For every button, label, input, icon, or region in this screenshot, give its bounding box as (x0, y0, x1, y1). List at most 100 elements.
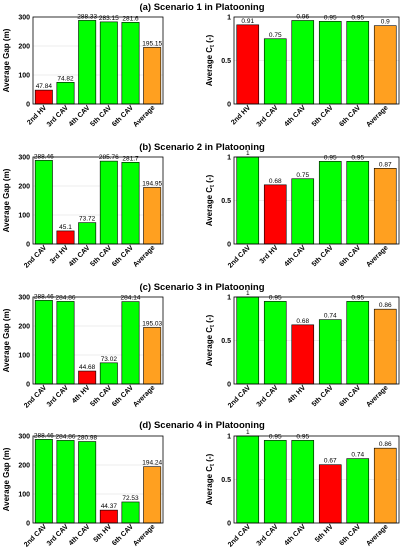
bar-4th-cav (78, 20, 97, 105)
scenario-title: (c) Scenario 3 in Platooning (139, 282, 264, 293)
plot-area (33, 157, 163, 244)
category-label: Average (132, 244, 156, 268)
data-label: 0.74 (324, 313, 337, 320)
bar-5th-hv (99, 509, 118, 524)
y-axis-label: Average Ct (-) (205, 174, 216, 226)
bar-2nd-cav (236, 435, 260, 524)
bar-4th-cav (291, 20, 315, 105)
category-label: 5th HV (93, 523, 114, 544)
y-tick-label: 1 (227, 155, 231, 162)
scenario-4-panel: (d) Scenario 4 in Platooning 0 100 200 300 28… (2, 420, 400, 549)
data-label: 0.95 (351, 14, 364, 21)
category-label: 4th CAV (283, 104, 307, 128)
bar-5th-cav (318, 21, 342, 105)
axes-frame (233, 296, 400, 385)
y-tick-label: 0 (227, 382, 231, 389)
y-tick-label: 0 (26, 382, 30, 389)
y-axis-label: Average Ct (-) (205, 453, 216, 505)
y-axis-label-main: Average C (205, 47, 214, 87)
scenario-title: (a) Scenario 1 in Platooning (139, 2, 264, 13)
bar-average (373, 25, 397, 105)
bar-6th-cav (121, 501, 140, 524)
y-axis-label: Average Ct (-) (205, 34, 216, 86)
y-axis-label-unit: (-) (205, 34, 214, 45)
bar-2nd-cav (236, 296, 260, 385)
category-label: 5th HV (314, 523, 335, 544)
y-tick-label: 1 (227, 434, 231, 441)
category-label: 6th CAV (338, 384, 362, 408)
category-label: 5th CAV (89, 104, 113, 128)
data-label: 73.02 (101, 356, 118, 363)
category-label: Average (132, 104, 156, 128)
category-label: 6th CAV (338, 523, 362, 547)
category-label: 3rd HV (259, 244, 280, 265)
data-label: 0.95 (296, 433, 309, 440)
bar-average (373, 308, 397, 385)
category-label: 5th CAV (311, 384, 335, 408)
category-label: 3rd HV (49, 244, 70, 265)
data-label: 45.1 (59, 224, 72, 231)
bar-5th-cav (99, 160, 118, 245)
bar-5th-cav (99, 362, 118, 385)
data-label: 0.68 (296, 318, 309, 325)
plot-area (33, 297, 163, 384)
category-label: 5th CAV (311, 244, 335, 268)
category-label: 4th CAV (283, 244, 307, 268)
data-label: 0.95 (324, 14, 337, 21)
y-axis-label-unit: (-) (205, 174, 214, 185)
category-label: 6th CAV (111, 244, 135, 268)
data-label: 284.14 (121, 295, 141, 302)
bar-2nd-cav (34, 160, 53, 245)
category-label: Average (365, 244, 389, 268)
y-axis-label: Average Gap (m) (2, 308, 11, 372)
data-label: 0.75 (296, 172, 309, 179)
y-axis-label-subscript: t (210, 464, 216, 466)
data-label: 0.91 (241, 18, 254, 25)
scenario-1-panel: (a) Scenario 1 in Platooning 0 100 200 300 47… (2, 2, 400, 129)
y-tick-label: 100 (18, 213, 30, 220)
y-tick-label: 0 (227, 521, 231, 528)
axes-frame (32, 296, 164, 385)
bar-4th-cav (291, 178, 315, 245)
y-axis-label: Average Gap (m) (2, 28, 11, 92)
category-label: 6th CAV (111, 104, 135, 128)
data-label: 0.95 (351, 154, 364, 161)
scenario-title: (d) Scenario 4 in Platooning (139, 420, 265, 431)
axes-frame (233, 156, 400, 245)
category-label: 5th CAV (89, 244, 113, 268)
bar-4th-hv (78, 370, 97, 385)
category-label: Average (132, 384, 156, 408)
data-label: 0.9 (381, 19, 390, 26)
bar-3rd-cav (263, 38, 287, 105)
data-label: 0.95 (324, 154, 337, 161)
axes-frame (32, 435, 164, 524)
bar-average (373, 447, 397, 524)
category-label: 4th CAV (68, 244, 92, 268)
y-axis-label-main: Average C (205, 187, 214, 227)
bar-2nd-cav (34, 300, 53, 385)
category-label: 2nd HV (230, 104, 252, 126)
data-label: 194.24 (142, 460, 162, 467)
category-label: 6th CAV (111, 523, 135, 547)
data-label: 0.95 (351, 294, 364, 301)
category-label: 3rd CAV (46, 523, 70, 547)
y-tick-label: 0 (26, 242, 30, 249)
bar-3rd-cav (56, 82, 75, 105)
scenario-3-panel: (c) Scenario 3 in Platooning 0 100 200 300 28… (2, 282, 400, 410)
data-label: 0.86 (379, 441, 392, 448)
category-label: 6th CAV (111, 384, 135, 408)
data-label: 284.86 (56, 294, 76, 301)
y-tick-label: 200 (18, 184, 30, 191)
y-tick-label: 0.5 (221, 477, 231, 484)
y-axis-label-main: Average Gap (m) (2, 447, 11, 511)
data-label: 0.87 (379, 161, 392, 168)
data-label: 281.7 (122, 155, 139, 162)
axes-frame (233, 16, 400, 105)
data-label: 1 (246, 290, 250, 297)
bar-2nd-hv (236, 24, 260, 105)
bar-6th-cav (346, 161, 370, 245)
